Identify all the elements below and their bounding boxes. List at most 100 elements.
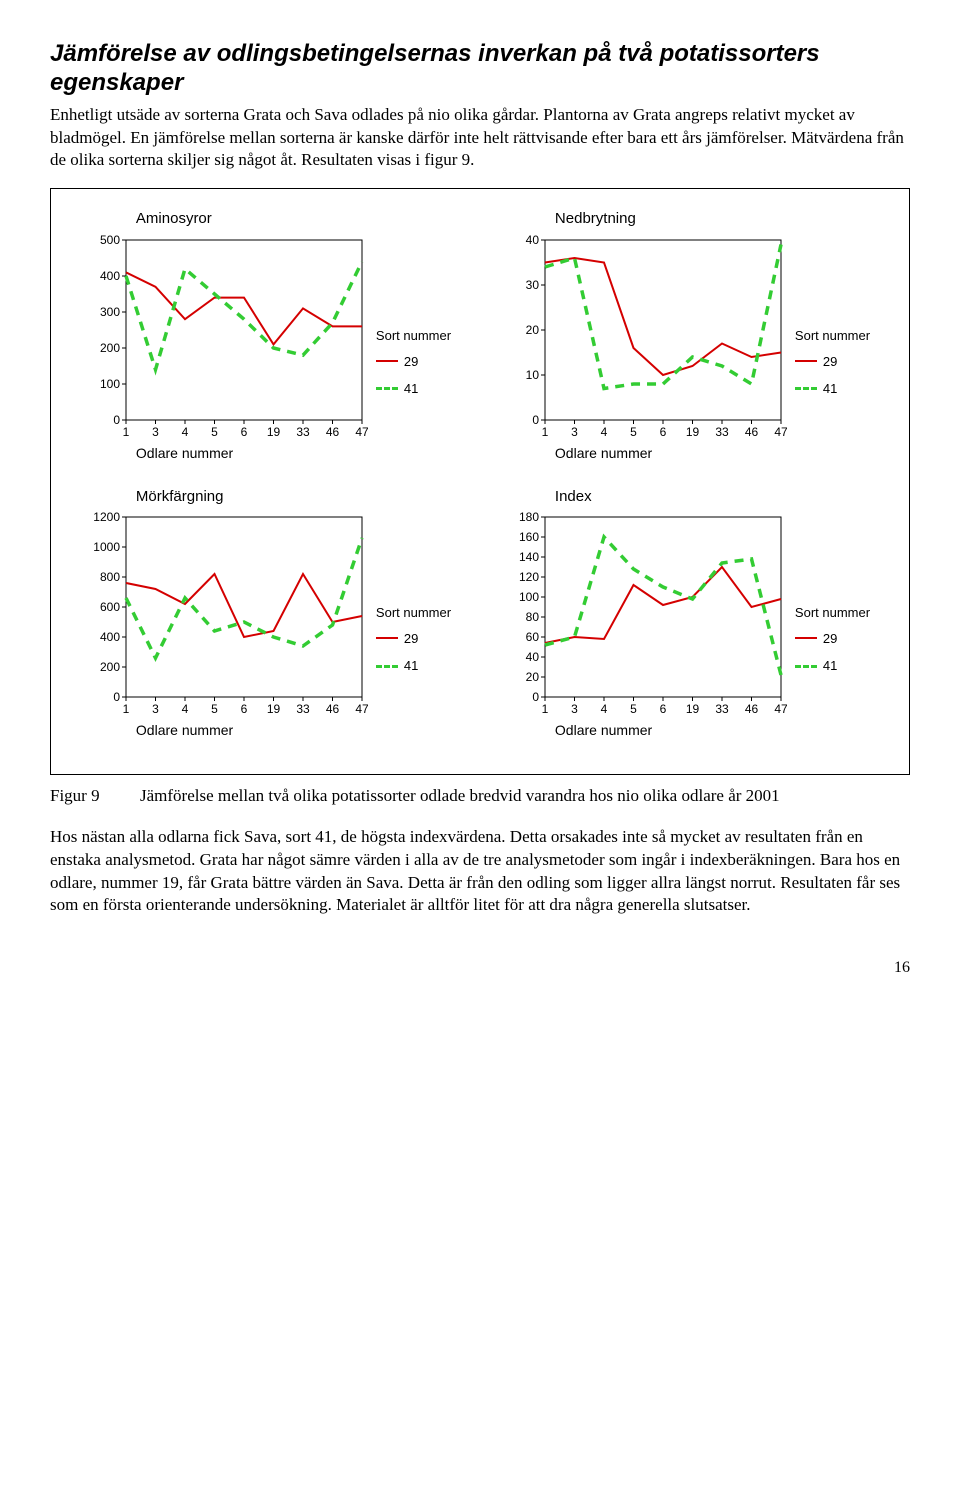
- y-tick-label: 40: [526, 234, 540, 247]
- y-tick-label: 400: [100, 630, 120, 644]
- legend-item: 29: [376, 630, 451, 648]
- y-tick-label: 300: [100, 305, 120, 319]
- y-tick-label: 60: [526, 630, 540, 644]
- legend-item: 41: [376, 657, 451, 675]
- chart-body: 01002003004005001345619334647Sort nummer…: [90, 234, 451, 440]
- x-tick-label: 3: [571, 702, 578, 716]
- y-tick-label: 100: [519, 590, 539, 604]
- y-tick-label: 0: [113, 413, 120, 427]
- chart-x-axis-label: Odlare nummer: [136, 721, 233, 740]
- y-tick-label: 200: [100, 660, 120, 674]
- y-tick-label: 1200: [93, 511, 120, 524]
- legend-title: Sort nummer: [376, 604, 451, 622]
- x-tick-label: 46: [745, 702, 759, 716]
- y-tick-label: 0: [532, 690, 539, 704]
- x-tick-label: 47: [355, 702, 368, 716]
- intro-paragraph: Enhetligt utsäde av sorterna Grata och S…: [50, 104, 910, 173]
- x-tick-label: 47: [774, 425, 787, 439]
- x-tick-label: 1: [542, 425, 549, 439]
- plot-border: [126, 517, 362, 697]
- x-tick-label: 33: [715, 425, 729, 439]
- x-tick-label: 3: [152, 702, 159, 716]
- y-tick-label: 0: [113, 690, 120, 704]
- legend-label: 41: [404, 380, 418, 398]
- y-tick-label: 800: [100, 570, 120, 584]
- x-tick-label: 4: [601, 702, 608, 716]
- x-tick-label: 5: [630, 702, 637, 716]
- x-tick-label: 33: [715, 702, 729, 716]
- legend-item: 41: [376, 380, 451, 398]
- legend-swatch-solid: [795, 360, 817, 362]
- x-tick-label: 33: [296, 702, 310, 716]
- x-tick-label: 19: [686, 702, 700, 716]
- chart-nedbrytning-cell: Nedbrytning0102030401345619334647Sort nu…: [509, 209, 870, 462]
- y-tick-label: 400: [100, 269, 120, 283]
- legend-swatch-dash: [795, 387, 817, 390]
- legend-label: 29: [404, 630, 418, 648]
- charts-frame: Aminosyror01002003004005001345619334647S…: [50, 188, 910, 774]
- y-tick-label: 600: [100, 600, 120, 614]
- x-tick-label: 46: [745, 425, 759, 439]
- chart-x-axis-label: Odlare nummer: [555, 444, 652, 463]
- y-tick-label: 1000: [93, 540, 120, 554]
- chart-title: Index: [555, 487, 592, 507]
- y-tick-label: 20: [526, 323, 540, 337]
- legend-label: 41: [823, 380, 837, 398]
- figure-caption: Jämförelse mellan två olika potatissorte…: [140, 785, 910, 808]
- legend-item: 41: [795, 657, 870, 675]
- chart-aminosyror-svg: 01002003004005001345619334647: [90, 234, 368, 440]
- x-tick-label: 47: [355, 425, 368, 439]
- y-tick-label: 10: [526, 368, 540, 382]
- y-tick-label: 0: [532, 413, 539, 427]
- chart-body: 0200400600800100012001345619334647Sort n…: [90, 511, 451, 717]
- x-tick-label: 1: [542, 702, 549, 716]
- x-tick-label: 3: [571, 425, 578, 439]
- x-tick-label: 5: [211, 702, 218, 716]
- legend-title: Sort nummer: [795, 604, 870, 622]
- chart-title: Aminosyror: [136, 209, 212, 229]
- chart-body: 0102030401345619334647Sort nummer2941: [509, 234, 870, 440]
- x-tick-label: 47: [774, 702, 787, 716]
- figure-caption-row: Figur 9 Jämförelse mellan två olika pota…: [50, 785, 910, 808]
- x-tick-label: 1: [123, 702, 130, 716]
- y-tick-label: 40: [526, 650, 540, 664]
- x-tick-label: 6: [660, 702, 667, 716]
- x-tick-label: 46: [326, 425, 340, 439]
- legend-swatch-solid: [795, 637, 817, 639]
- plot-border: [545, 240, 781, 420]
- y-tick-label: 140: [519, 550, 539, 564]
- legend-item: 29: [795, 353, 870, 371]
- y-tick-label: 30: [526, 278, 540, 292]
- chart-legend: Sort nummer 29 41: [376, 234, 451, 414]
- chart-x-axis-label: Odlare nummer: [555, 721, 652, 740]
- y-tick-label: 200: [100, 341, 120, 355]
- chart-x-axis-label: Odlare nummer: [136, 444, 233, 463]
- legend-title: Sort nummer: [376, 327, 451, 345]
- chart-legend: Sort nummer 29 41: [376, 511, 451, 691]
- y-tick-label: 160: [519, 530, 539, 544]
- page-number: 16: [50, 957, 910, 979]
- y-tick-label: 80: [526, 610, 540, 624]
- x-tick-label: 1: [123, 425, 130, 439]
- legend-swatch-solid: [376, 360, 398, 362]
- chart-body: 0204060801001201401601801345619334647Sor…: [509, 511, 870, 717]
- x-tick-label: 4: [182, 702, 189, 716]
- legend-label: 29: [823, 353, 837, 371]
- legend-label: 29: [823, 630, 837, 648]
- chart-legend: Sort nummer 29 41: [795, 234, 870, 414]
- y-tick-label: 100: [100, 377, 120, 391]
- x-tick-label: 5: [630, 425, 637, 439]
- legend-label: 29: [404, 353, 418, 371]
- legend-label: 41: [823, 657, 837, 675]
- chart-index-svg: 0204060801001201401601801345619334647: [509, 511, 787, 717]
- y-tick-label: 180: [519, 511, 539, 524]
- chart-aminosyror-cell: Aminosyror01002003004005001345619334647S…: [90, 209, 451, 462]
- plot-border: [545, 517, 781, 697]
- legend-title: Sort nummer: [795, 327, 870, 345]
- legend-swatch-solid: [376, 637, 398, 639]
- y-tick-label: 120: [519, 570, 539, 584]
- outro-paragraph: Hos nästan alla odlarna fick Sava, sort …: [50, 826, 910, 918]
- x-tick-label: 3: [152, 425, 159, 439]
- legend-label: 41: [404, 657, 418, 675]
- legend-item: 29: [795, 630, 870, 648]
